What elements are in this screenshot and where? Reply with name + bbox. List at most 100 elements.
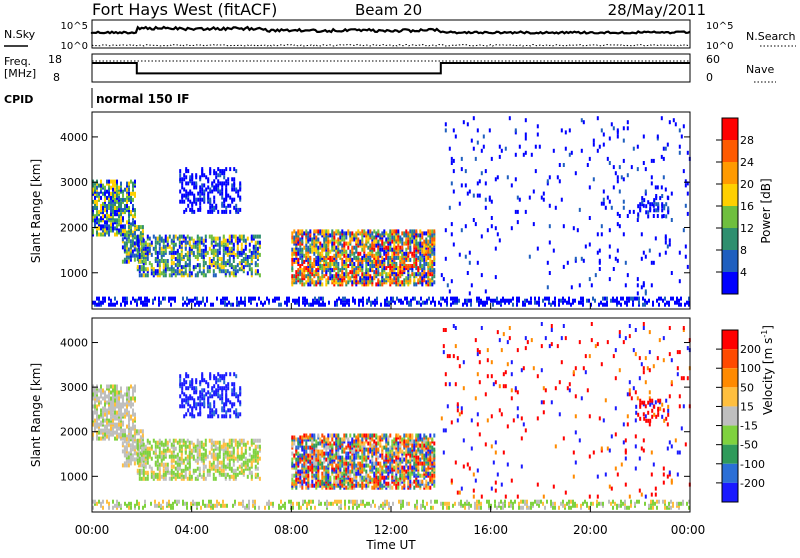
echo-cell [630,297,632,301]
echo-cell [227,204,229,208]
echo-cell [122,297,124,301]
echo-cell [227,181,229,185]
echo-cell [225,392,227,396]
echo-cell [342,303,344,307]
echo-cell [213,237,215,241]
echo-cell [221,406,223,410]
echo-cell [339,456,341,460]
echo-cell [391,262,393,266]
echo-cell [295,270,297,274]
echo-cell [341,266,343,270]
echo-cell [239,412,241,416]
echo-cell [102,407,104,411]
echo-cell [340,299,342,303]
echo-cell [683,228,685,232]
echo-cell [94,423,96,427]
echo-cell [217,249,219,253]
echo-cell [661,116,663,120]
echo-cell [259,477,261,481]
echo-cell [98,184,100,188]
echo-cell [389,229,391,233]
echo-cell [122,399,124,403]
echo-cell [257,467,259,471]
echo-cell [549,224,551,228]
echo-cell [221,386,223,390]
echo-cell [335,246,337,250]
echo-cell [203,443,205,447]
echo-cell [641,200,643,204]
echo-cell [233,167,235,171]
echo-cell [425,231,427,235]
echo-cell [181,181,183,185]
echo-cell [351,478,353,482]
echo-cell [211,408,213,412]
echo-cell [181,265,183,269]
echo-cell [387,272,389,276]
echo-cell [191,412,193,416]
echo-cell [222,297,224,301]
echo-cell [124,204,126,208]
echo-cell [185,412,187,416]
echo-cell [249,263,251,267]
echo-cell [187,467,189,471]
echo-cell [426,299,428,303]
echo-cell [122,441,124,445]
echo-cell [163,269,165,273]
echo-cell [155,445,157,449]
echo-cell [130,229,132,233]
echo-cell [195,386,197,390]
echo-cell [341,450,343,454]
echo-cell [169,273,171,277]
echo-cell [523,153,525,157]
echo-cell [215,469,217,473]
echo-cell [353,262,355,266]
echo-cell [189,412,191,416]
echo-cell [399,250,401,254]
echo-cell [633,147,635,151]
echo-cell [179,253,181,257]
echo-cell [359,258,361,262]
echo-cell [227,457,229,461]
echo-cell [291,452,293,456]
echo-cell [199,194,201,198]
echo-cell [143,457,145,461]
echo-cell [421,276,423,280]
echo-cell [325,448,327,452]
echo-cell [617,179,619,183]
echo-cell [675,122,677,126]
echo-cell [191,173,193,177]
echo-cell [189,267,191,271]
echo-cell [147,267,149,271]
echo-cell [305,256,307,260]
echo-cell [343,238,345,242]
echo-cell [179,190,181,194]
echo-cell [249,467,251,471]
echo-cell [314,297,316,301]
noise-search-line [92,45,690,47]
echo-cell [94,401,96,405]
echo-cell [383,258,385,262]
echo-cell [203,183,205,187]
echo-cell [331,229,333,233]
echo-cell [175,243,177,247]
echo-cell [593,177,595,181]
echo-cell [543,192,545,196]
echo-cell [132,425,134,429]
echo-cell [102,202,104,206]
echo-cell [311,480,313,484]
echo-cell [102,411,104,415]
echo-cell [657,214,659,218]
echo-cell [329,476,331,480]
echo-cell [249,453,251,457]
echo-cell [309,434,311,438]
echo-cell [393,264,395,268]
echo-cell [377,240,379,244]
echo-cell [485,169,487,173]
echo-cell [149,451,151,455]
echo-cell [201,192,203,196]
echo-cell [255,241,257,245]
echo-cell [417,278,419,282]
echo-cell [100,184,102,188]
echo-cell [345,236,347,240]
echo-cell [524,303,526,307]
